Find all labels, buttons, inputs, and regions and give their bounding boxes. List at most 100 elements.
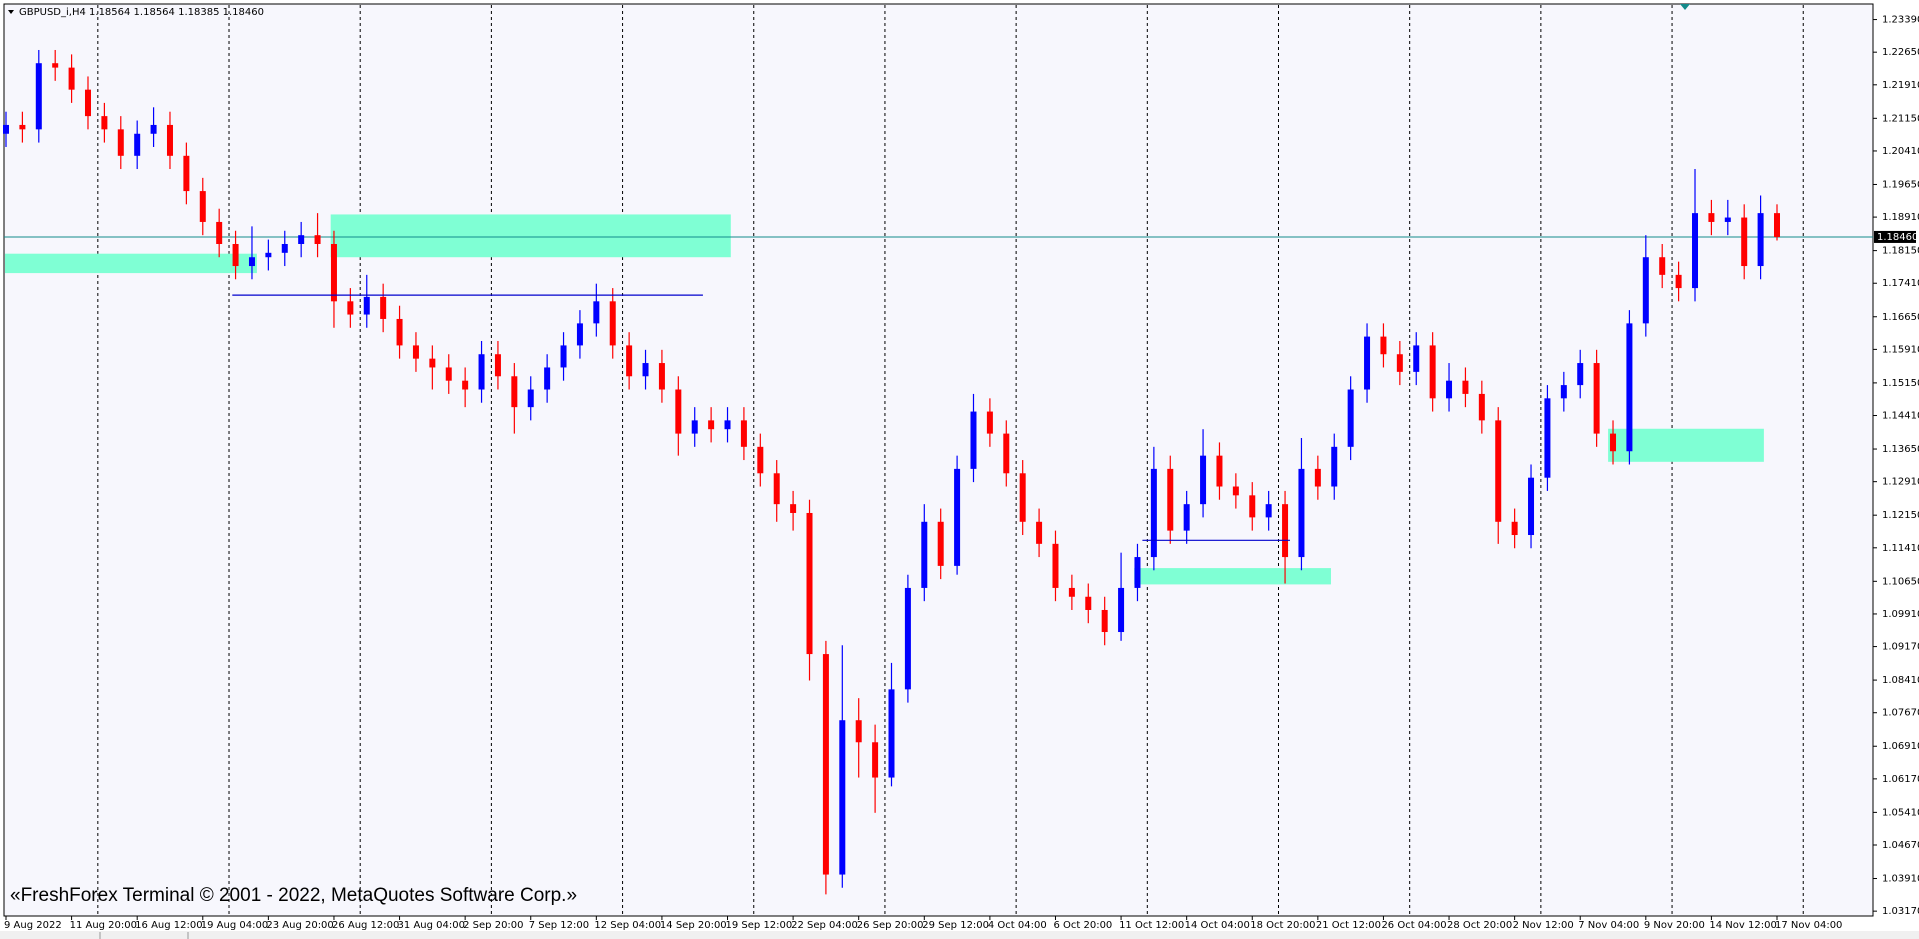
x-tick-label: 19 Aug 04:00 [201,920,268,931]
x-tick-label: 11 Aug 20:00 [70,920,137,931]
candle-body [248,257,255,267]
candle-body [708,420,715,430]
y-tick-label: 1.04670 [1882,840,1919,851]
y-tick-label: 1.18910 [1882,212,1919,223]
x-tick-label: 7 Sep 12:00 [529,920,589,931]
y-tick-label: 1.06170 [1882,774,1919,785]
candle-body [363,296,370,315]
y-tick-label: 1.15150 [1882,378,1919,389]
candle-body [1692,213,1699,289]
candle-body [937,521,944,566]
candle-body [921,521,928,588]
candle-body [1200,455,1207,505]
candle-body [199,191,206,222]
y-tick-label: 1.19650 [1882,179,1919,190]
plot-area [3,3,1874,917]
candle-body [1495,420,1502,522]
candle-body [1052,543,1059,588]
candle-body [724,420,731,430]
y-tick-label: 1.16650 [1882,312,1919,323]
x-tick-label: 31 Aug 04:00 [398,920,465,931]
y-tick-label: 1.21150 [1882,113,1919,124]
candle-body [970,411,977,469]
candle-body [954,468,961,566]
candle-body [609,301,616,346]
candle-body [396,318,403,346]
candle-body [576,323,583,346]
candle-body [1036,521,1043,544]
candle-body [1610,433,1617,452]
candle-body [986,411,993,434]
x-tick-label: 6 Oct 20:00 [1053,920,1112,931]
candle-body [1642,257,1649,324]
x-tick-label: 4 Oct 04:00 [988,920,1047,931]
candle-body [593,301,600,324]
scroll-marker [1680,4,1690,10]
candle-body [1511,521,1518,536]
candle-body [1446,380,1453,399]
candle-body [1134,557,1141,588]
tab-bar [0,931,1919,939]
candle-body [1774,213,1780,237]
candle-body [839,720,846,875]
candle-body [544,367,551,390]
candle-body [527,389,534,408]
candle-body [773,473,780,505]
candle-body [265,252,272,258]
x-tick-label: 19 Sep 12:00 [726,920,793,931]
y-tick-label: 1.09910 [1882,609,1919,620]
candle-body [166,124,173,156]
x-tick-label: 11 Oct 12:00 [1119,920,1184,931]
candle-body [101,116,108,130]
y-tick-label: 1.05410 [1882,807,1919,818]
y-tick-label: 1.15910 [1882,344,1919,355]
last-price-tag [1874,230,1916,243]
candle-body [429,358,436,368]
y-tick-label: 1.13650 [1882,444,1919,455]
x-tick-label: 2 Sep 20:00 [463,920,523,931]
x-tick-label: 16 Aug 12:00 [135,920,202,931]
candle-body [314,235,321,244]
candle-body [216,221,223,244]
candle-body [658,363,665,390]
x-tick-label: 14 Oct 04:00 [1185,920,1250,931]
zone [5,253,257,274]
candle-body [1249,495,1256,518]
watermark: «FreshForex Terminal © 2001 - 2022, Meta… [10,885,577,906]
candle-body [691,420,698,434]
candle-body [511,376,518,408]
candle-body [1265,504,1272,518]
x-tick-label: 28 Oct 20:00 [1447,920,1512,931]
candle-body [183,155,190,192]
y-tick-label: 1.12910 [1882,477,1919,488]
candle-body [1544,398,1551,478]
candle-body [1019,473,1026,522]
candle-body [806,512,813,655]
candle-body [740,420,747,447]
candle-body [445,367,452,381]
candle-body [1101,609,1108,633]
x-tick-label: 2 Nov 12:00 [1513,920,1574,931]
candle-body [347,301,354,315]
candle-body [281,243,288,253]
candle-body [790,504,797,513]
candle-body [134,133,141,156]
candle-body [1216,455,1223,487]
candle-body [1364,336,1371,390]
menu-arrow[interactable] [8,10,14,14]
x-tick-label: 21 Oct 12:00 [1316,920,1381,931]
candle-body [117,129,124,156]
candle-body [1528,477,1535,536]
x-tick-label: 9 Aug 2022 [4,920,62,931]
candle-body [1085,596,1092,610]
candle-body [1150,468,1157,558]
candle-body [1003,433,1010,474]
x-tick-label: 14 Nov 12:00 [1709,920,1776,931]
candle-body [1232,486,1239,496]
candle-body [1724,217,1731,222]
candle-body [330,243,337,302]
candle-body [478,354,485,390]
y-tick-label: 1.20410 [1882,146,1919,157]
zone [330,214,731,258]
candle-body [1167,468,1174,531]
